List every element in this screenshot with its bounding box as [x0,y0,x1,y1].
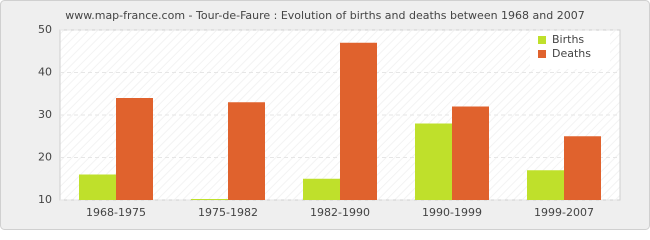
x-tick-label: 1968-1975 [86,206,146,219]
chart: www.map-france.com - Tour-de-Faure : Evo… [0,0,650,230]
bar [452,106,489,200]
x-tick-label: 1975-1982 [198,206,258,219]
x-tick-label: 1982-1990 [310,206,370,219]
x-tick-label: 1999-2007 [534,206,594,219]
bar [116,98,153,200]
y-tick-label: 10 [38,193,52,206]
y-tick-label: 40 [38,66,52,79]
bar [415,123,452,200]
chart-title: www.map-france.com - Tour-de-Faure : Evo… [65,9,585,22]
legend-label: Deaths [552,47,591,60]
bar [303,178,340,200]
bar [79,174,116,200]
bar [191,199,228,200]
bar [564,136,601,200]
bar [340,42,377,200]
y-tick-label: 50 [38,23,52,36]
x-tick-label: 1990-1999 [422,206,482,219]
legend-label: Births [552,33,584,46]
y-tick-label: 20 [38,151,52,164]
bar [527,170,564,200]
y-tick-label: 30 [38,108,52,121]
bar [228,102,265,200]
legend-swatch [538,36,546,44]
legend-swatch [538,50,546,58]
